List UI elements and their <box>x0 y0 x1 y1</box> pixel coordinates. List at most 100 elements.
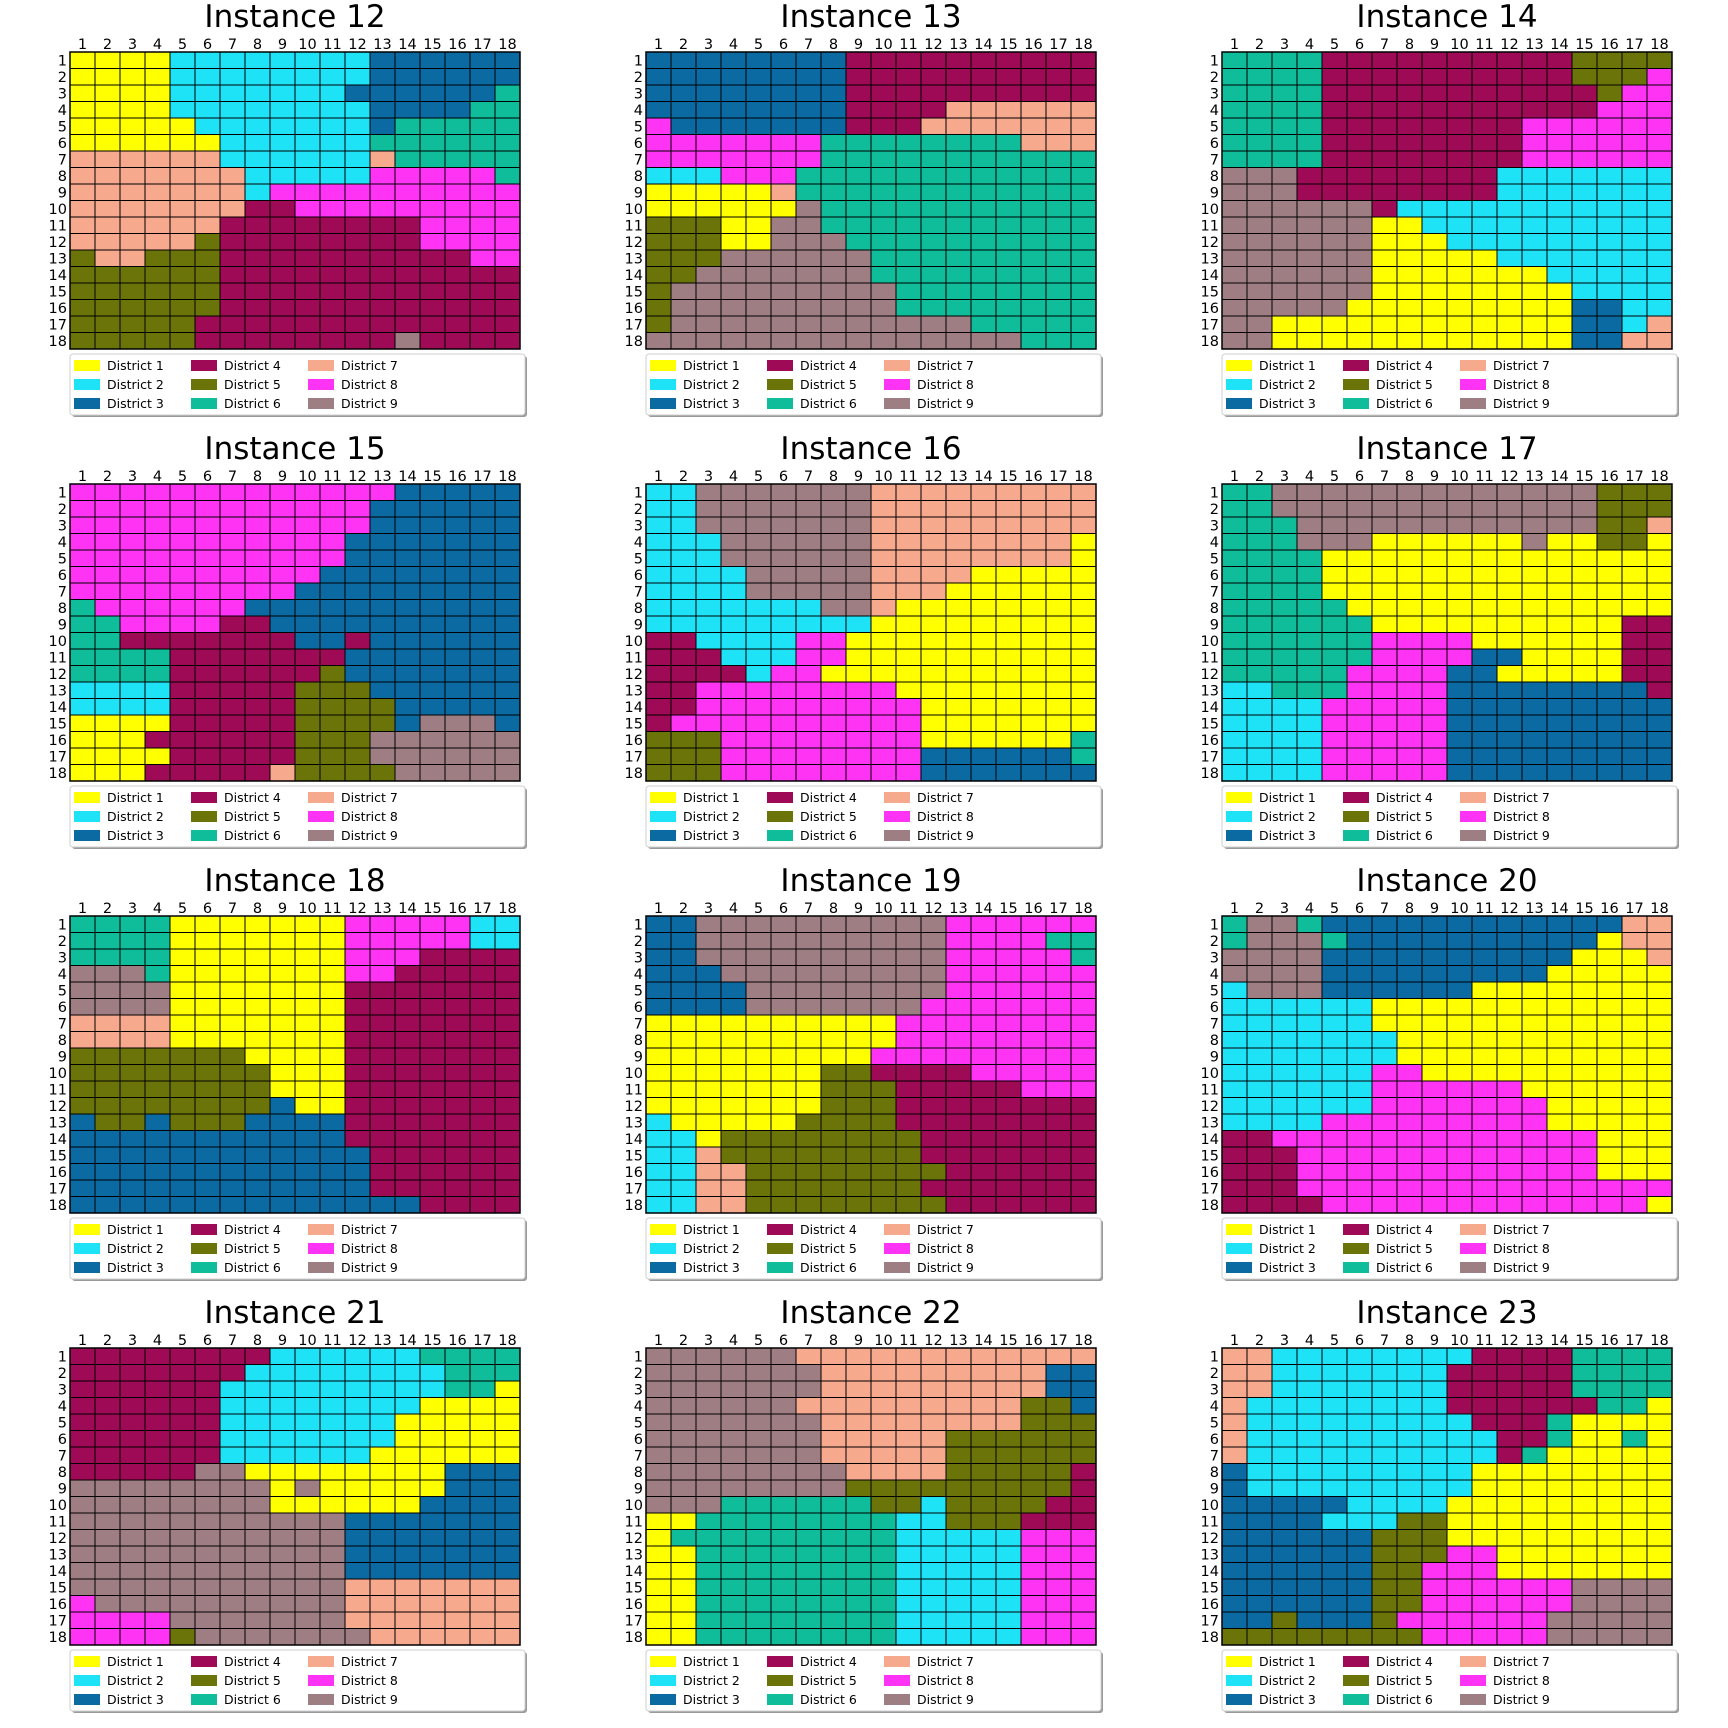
y-tick-label: 9 <box>58 1481 67 1497</box>
grid-cell <box>895 233 922 251</box>
legend-label: District 5 <box>224 1673 281 1688</box>
grid-cell <box>645 200 672 218</box>
legend-label: District 9 <box>917 828 974 843</box>
grid-cell <box>1246 216 1273 234</box>
grid-cell <box>244 1512 271 1530</box>
grid-cell <box>770 764 797 782</box>
grid-cell <box>770 216 797 234</box>
x-tick-label: 2 <box>1255 901 1264 917</box>
grid-cell <box>94 1347 121 1365</box>
grid-cell <box>995 1628 1022 1646</box>
grid-cell <box>69 1113 96 1131</box>
grid-cell <box>494 1479 521 1497</box>
x-tick-label: 15 <box>999 469 1017 485</box>
grid-cell <box>144 282 171 300</box>
grid-cell <box>695 1479 722 1497</box>
grid-cell <box>1020 582 1047 600</box>
grid-cell <box>294 1113 321 1131</box>
y-tick-label: 3 <box>1210 950 1219 966</box>
grid-cell <box>1221 915 1248 933</box>
grid-cell <box>1546 84 1573 102</box>
grid-cell <box>1020 1031 1047 1049</box>
grid-cell <box>1045 998 1072 1016</box>
grid-cell <box>1321 1562 1348 1580</box>
grid-cell <box>720 1014 747 1032</box>
legend-swatch <box>1226 811 1252 822</box>
grid-cell <box>1271 101 1298 119</box>
grid-cell <box>394 1430 421 1448</box>
x-tick-label: 16 <box>1024 901 1042 917</box>
grid-cell <box>144 981 171 999</box>
grid-cell <box>1446 249 1473 267</box>
grid-cell <box>444 282 471 300</box>
grid-cell <box>294 200 321 218</box>
grid-cell <box>645 764 672 782</box>
grid-cell <box>995 332 1022 350</box>
grid-cell <box>144 500 171 518</box>
grid-cell <box>144 549 171 567</box>
grid-cell <box>494 998 521 1016</box>
grid-cell <box>1496 1496 1523 1514</box>
grid-cell <box>1546 134 1573 152</box>
grid-cell <box>795 582 822 600</box>
x-tick-label: 7 <box>228 469 237 485</box>
grid-cell <box>369 549 396 567</box>
grid-cell <box>870 1611 897 1629</box>
grid-cell <box>1246 1080 1273 1098</box>
grid-cell <box>244 632 271 650</box>
grid-cell <box>169 1562 196 1580</box>
grid-cell <box>970 1595 997 1613</box>
grid-cell <box>645 183 672 201</box>
grid-cell <box>770 1578 797 1596</box>
grid-cell <box>1546 101 1573 119</box>
grid-cell <box>920 1031 947 1049</box>
grid-cell <box>670 282 697 300</box>
grid-cell <box>1421 200 1448 218</box>
grid-cell <box>119 1578 146 1596</box>
grid-cell <box>995 1064 1022 1082</box>
grid-cell <box>895 1080 922 1098</box>
grid-cell <box>294 599 321 617</box>
grid-cell <box>695 681 722 699</box>
x-tick-label: 1 <box>1230 1333 1239 1349</box>
x-tick-label: 6 <box>779 469 788 485</box>
grid-cell <box>69 731 96 749</box>
grid-cell <box>344 1031 371 1049</box>
grid-cell <box>1496 282 1523 300</box>
grid-cell <box>494 965 521 983</box>
grid-cell <box>1571 981 1598 999</box>
grid-cell <box>1421 1512 1448 1530</box>
grid-cell <box>1421 299 1448 317</box>
grid-cell <box>870 1397 897 1415</box>
grid-cell <box>795 1364 822 1382</box>
grid-cell <box>294 1047 321 1065</box>
x-tick-label: 10 <box>1450 1333 1468 1349</box>
grid-cell <box>695 965 722 983</box>
grid-cell <box>1321 483 1348 501</box>
legend-swatch <box>1343 1224 1369 1235</box>
grid-cell <box>770 698 797 716</box>
grid-cell <box>1396 665 1423 683</box>
grid-cell <box>945 1047 972 1065</box>
grid-cell <box>444 1628 471 1646</box>
grid-cell <box>119 1097 146 1115</box>
grid-cell <box>745 233 772 251</box>
grid-cell <box>1070 648 1097 666</box>
grid-cell <box>219 1014 246 1032</box>
grid-cell <box>319 681 346 699</box>
grid-cell <box>695 714 722 732</box>
grid-cell <box>670 1595 697 1613</box>
grid-cell <box>720 1578 747 1596</box>
grid-cell <box>419 1512 446 1530</box>
grid-cell <box>1296 266 1323 284</box>
grid-cell <box>920 1595 947 1613</box>
grid-cell <box>820 1031 847 1049</box>
grid-cell <box>194 1413 221 1431</box>
grid-cell <box>995 681 1022 699</box>
legend-label: District 8 <box>1493 809 1550 824</box>
grid-cell <box>69 1578 96 1596</box>
grid-cell <box>1246 1413 1273 1431</box>
grid-cell <box>419 1397 446 1415</box>
grid-cell <box>369 315 396 333</box>
